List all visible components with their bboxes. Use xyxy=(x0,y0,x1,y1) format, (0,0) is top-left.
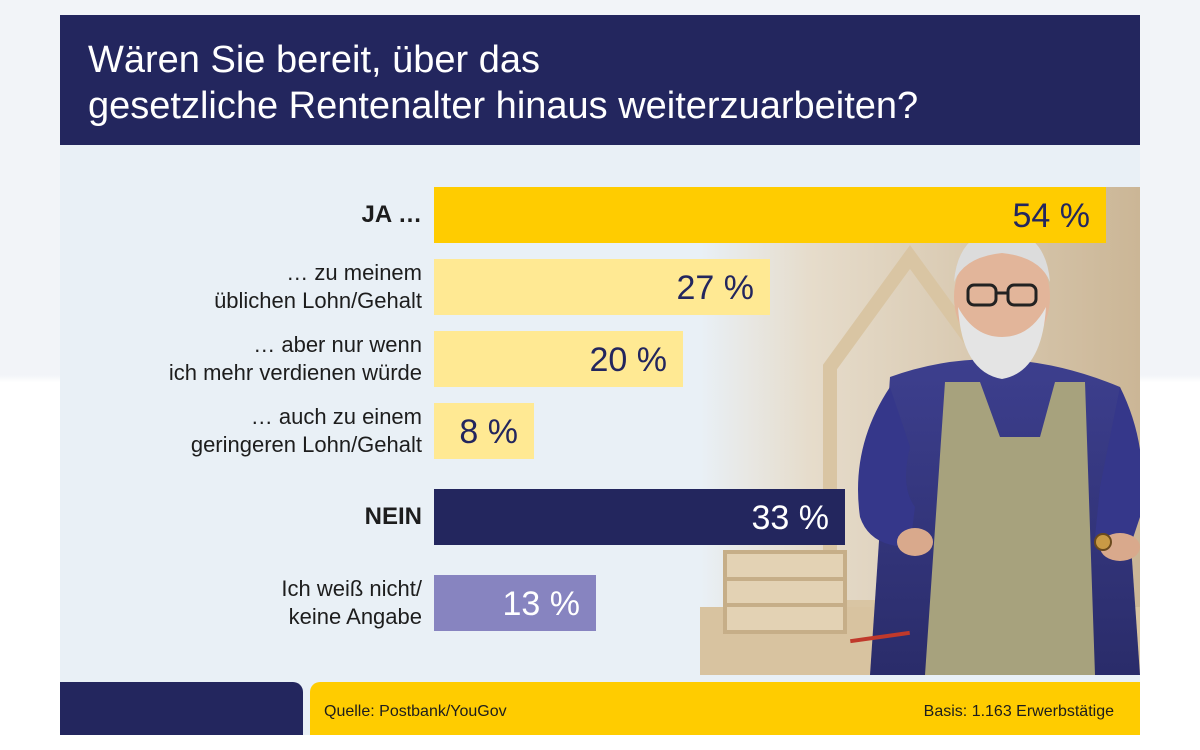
category-label: NEIN xyxy=(364,503,422,530)
bar-value-label: 54 % xyxy=(1012,197,1091,235)
bar-4 xyxy=(434,489,845,545)
bar-0 xyxy=(434,187,1106,243)
category-label: … aber nur wenn ich mehr verdienen würde xyxy=(168,332,422,385)
category-label: JA … xyxy=(361,201,422,228)
chart-title: Wären Sie bereit, über das gesetzliche R… xyxy=(88,39,919,127)
category-label: Ich weiß nicht/ keine Angabe xyxy=(281,576,422,629)
footer-accent xyxy=(60,682,303,735)
bar-chart: 54 % JA … 27 % … zu meinem üblichen Lohn/Ge… xyxy=(60,15,1140,735)
source-note: Quelle: Postbank/YouGov xyxy=(324,703,507,720)
bar-value-label: 33 % xyxy=(751,499,830,537)
bar-value-label: 8 % xyxy=(459,413,518,451)
bar-2 xyxy=(434,331,683,387)
category-label: … zu meinem üblichen Lohn/Gehalt xyxy=(214,260,422,313)
bar-3 xyxy=(434,403,534,459)
category-label: … auch zu einem geringeren Lohn/Gehalt xyxy=(190,404,422,457)
bar-5 xyxy=(434,575,596,631)
bar-1 xyxy=(434,259,770,315)
basis-note: Basis: 1.163 Erwerbstätige xyxy=(923,703,1114,720)
bar-value-label: 20 % xyxy=(589,341,668,379)
bar-value-label: 27 % xyxy=(676,269,755,307)
chart-card: Wären Sie bereit, über das gesetzliche R… xyxy=(60,15,1140,735)
footer-bar: Quelle: Postbank/YouGov Basis: 1.163 Erw… xyxy=(310,682,1140,735)
title-bar: Wären Sie bereit, über das gesetzliche R… xyxy=(60,15,1140,145)
photo-illustration xyxy=(700,187,1140,675)
photo-craftsman xyxy=(700,187,1140,675)
bar-value-label: 13 % xyxy=(502,585,581,623)
